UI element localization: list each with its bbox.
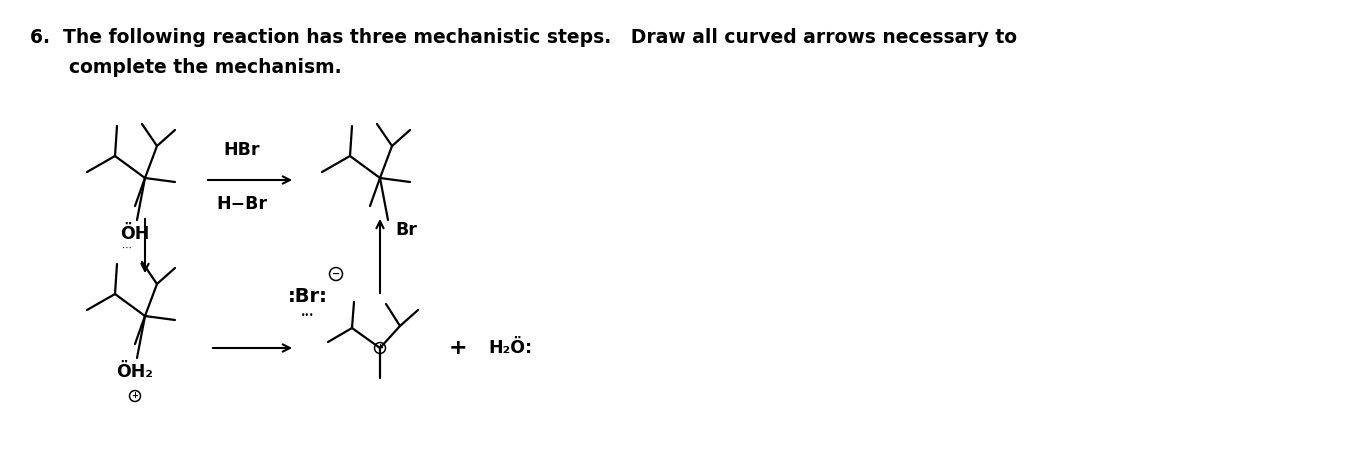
Text: ÖH₂: ÖH₂ (117, 363, 153, 381)
Text: 6.  The following reaction has three mechanistic steps.   Draw all curved arrows: 6. The following reaction has three mech… (30, 28, 1018, 47)
Text: ÖH: ÖH (120, 225, 149, 243)
Text: +: + (132, 392, 139, 401)
Text: H₂Ö:: H₂Ö: (489, 339, 532, 357)
Text: complete the mechanism.: complete the mechanism. (30, 58, 342, 77)
Text: Br: Br (396, 221, 417, 239)
Text: ⋯: ⋯ (122, 243, 132, 253)
Text: −: − (332, 269, 341, 279)
Text: :Br:: :Br: (288, 286, 328, 306)
Text: +: + (448, 338, 467, 358)
Text: H−Br: H−Br (217, 195, 268, 213)
Text: +: + (377, 344, 384, 352)
Text: HBr: HBr (223, 141, 260, 159)
Text: •••: ••• (302, 312, 315, 321)
